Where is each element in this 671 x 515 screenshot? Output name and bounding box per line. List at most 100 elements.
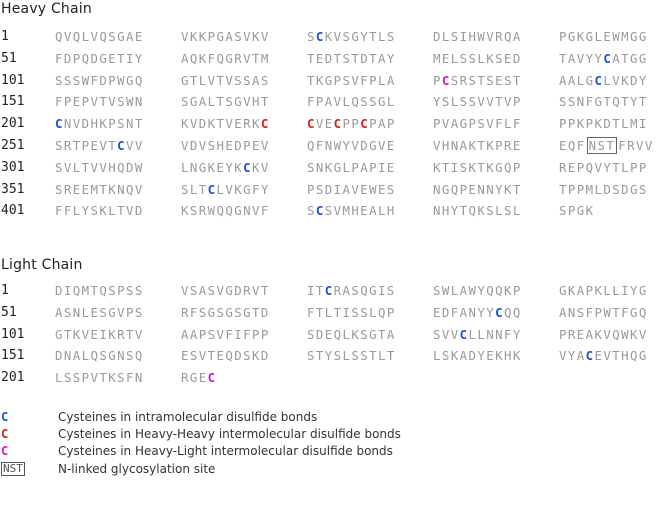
residue: V bbox=[63, 159, 73, 175]
residue: S bbox=[342, 50, 352, 66]
residue: L bbox=[477, 50, 487, 66]
residue: T bbox=[99, 94, 109, 110]
residue: N bbox=[486, 326, 496, 342]
residue: K bbox=[477, 203, 487, 219]
residue: Y bbox=[433, 94, 442, 110]
residue: E bbox=[90, 304, 100, 320]
residue: S bbox=[468, 50, 478, 66]
residue: D bbox=[55, 348, 64, 364]
residue: G bbox=[630, 181, 639, 197]
residue: F bbox=[90, 72, 100, 88]
residue: K bbox=[576, 29, 586, 44]
residue: D bbox=[360, 50, 370, 66]
residue: T bbox=[260, 283, 270, 298]
residue: S bbox=[450, 72, 460, 88]
residue-position: 201 bbox=[1, 116, 25, 132]
residue: Y bbox=[512, 326, 522, 342]
sequence-block: TPPMLDSDGS bbox=[559, 182, 648, 197]
residue: T bbox=[315, 283, 325, 298]
residue: D bbox=[512, 50, 522, 66]
residue: L bbox=[207, 94, 217, 110]
residue: R bbox=[63, 181, 73, 197]
residue: M bbox=[433, 50, 442, 66]
cysteine-residue: C bbox=[603, 50, 613, 66]
residue: L bbox=[433, 348, 442, 364]
residue: W bbox=[369, 181, 378, 197]
residue: S bbox=[207, 283, 217, 298]
legend-label: Cysteines in Heavy-Heavy intermolecular … bbox=[58, 427, 401, 442]
sequence-block: TKGPSVFPLA bbox=[307, 73, 396, 88]
residue: E bbox=[324, 326, 334, 342]
residue: R bbox=[243, 283, 252, 298]
residue: M bbox=[81, 283, 91, 298]
residue: Q bbox=[630, 348, 639, 364]
residue: W bbox=[207, 203, 217, 219]
residue: V bbox=[450, 326, 460, 342]
residue-position: 51 bbox=[1, 50, 17, 66]
residue: P bbox=[108, 72, 118, 88]
residue: Y bbox=[477, 304, 487, 320]
residue: W bbox=[477, 29, 487, 44]
residue: V bbox=[181, 283, 190, 298]
residue: R bbox=[198, 203, 208, 219]
residue: S bbox=[342, 29, 352, 44]
sequence-block: DNALQSGNSQ bbox=[55, 348, 144, 363]
residue: Q bbox=[90, 348, 100, 364]
residue: R bbox=[504, 138, 513, 153]
residue: L bbox=[441, 29, 451, 44]
residue: N bbox=[576, 94, 586, 110]
cysteine-residue: C bbox=[441, 72, 451, 88]
sequence-block: KVDKTVERKC bbox=[181, 116, 270, 131]
residue: V bbox=[189, 116, 199, 132]
legend-item: NST N-linked glycosylation site bbox=[1, 461, 661, 479]
residue: A bbox=[181, 50, 190, 66]
residue: V bbox=[198, 138, 208, 153]
residue: P bbox=[433, 116, 442, 132]
sequence-block: SLTCLVKGFY bbox=[181, 182, 270, 197]
residue: L bbox=[81, 29, 91, 44]
residue: K bbox=[621, 72, 630, 88]
sequence-block: PPKPKDTLMI bbox=[559, 116, 648, 131]
sequence-block: SCSVMHEALH bbox=[307, 203, 396, 218]
residue: G bbox=[585, 29, 595, 44]
sequence-block: SSNFGTQTYT bbox=[559, 94, 648, 109]
residue: D bbox=[189, 138, 199, 153]
residue: P bbox=[433, 72, 442, 88]
residue: V bbox=[126, 203, 135, 219]
residue: P bbox=[81, 94, 91, 110]
residue: Q bbox=[638, 304, 648, 320]
residue: S bbox=[243, 72, 252, 88]
residue: Q bbox=[612, 326, 622, 342]
residue: V bbox=[134, 138, 144, 153]
residue: H bbox=[351, 203, 361, 219]
residue: V bbox=[441, 116, 451, 132]
residue: K bbox=[512, 348, 522, 364]
residue: S bbox=[433, 326, 442, 342]
sequence-block: FPEPVTVSWN bbox=[55, 94, 144, 109]
residue: V bbox=[90, 29, 100, 44]
residue: V bbox=[333, 203, 343, 219]
sequence-block: NGQPENNYKT bbox=[433, 182, 522, 197]
sequence-row: 201 LSSPVTKSFN RGEC bbox=[0, 370, 671, 390]
residue: K bbox=[351, 326, 361, 342]
residue: S bbox=[486, 72, 496, 88]
residue: T bbox=[369, 29, 378, 44]
sequence-row: 101 SSSWFDPWGQ GTLVTVSSAS TKGPSVFPLA PCSRSTS… bbox=[0, 73, 671, 93]
residue: W bbox=[612, 29, 622, 44]
residue: I bbox=[333, 181, 343, 197]
residue: Q bbox=[486, 283, 496, 298]
residue: A bbox=[459, 138, 469, 153]
residue: W bbox=[621, 326, 630, 342]
residue: N bbox=[63, 116, 73, 132]
residue: D bbox=[99, 72, 109, 88]
residue: P bbox=[369, 116, 378, 132]
residue: S bbox=[459, 94, 469, 110]
residue: S bbox=[126, 283, 135, 298]
residue: R bbox=[181, 304, 190, 320]
residue: H bbox=[504, 348, 513, 364]
residue: S bbox=[216, 304, 226, 320]
residue: V bbox=[198, 348, 208, 364]
legend-swatch: C bbox=[1, 444, 9, 459]
residue: I bbox=[378, 283, 387, 298]
residue: E bbox=[90, 326, 100, 342]
